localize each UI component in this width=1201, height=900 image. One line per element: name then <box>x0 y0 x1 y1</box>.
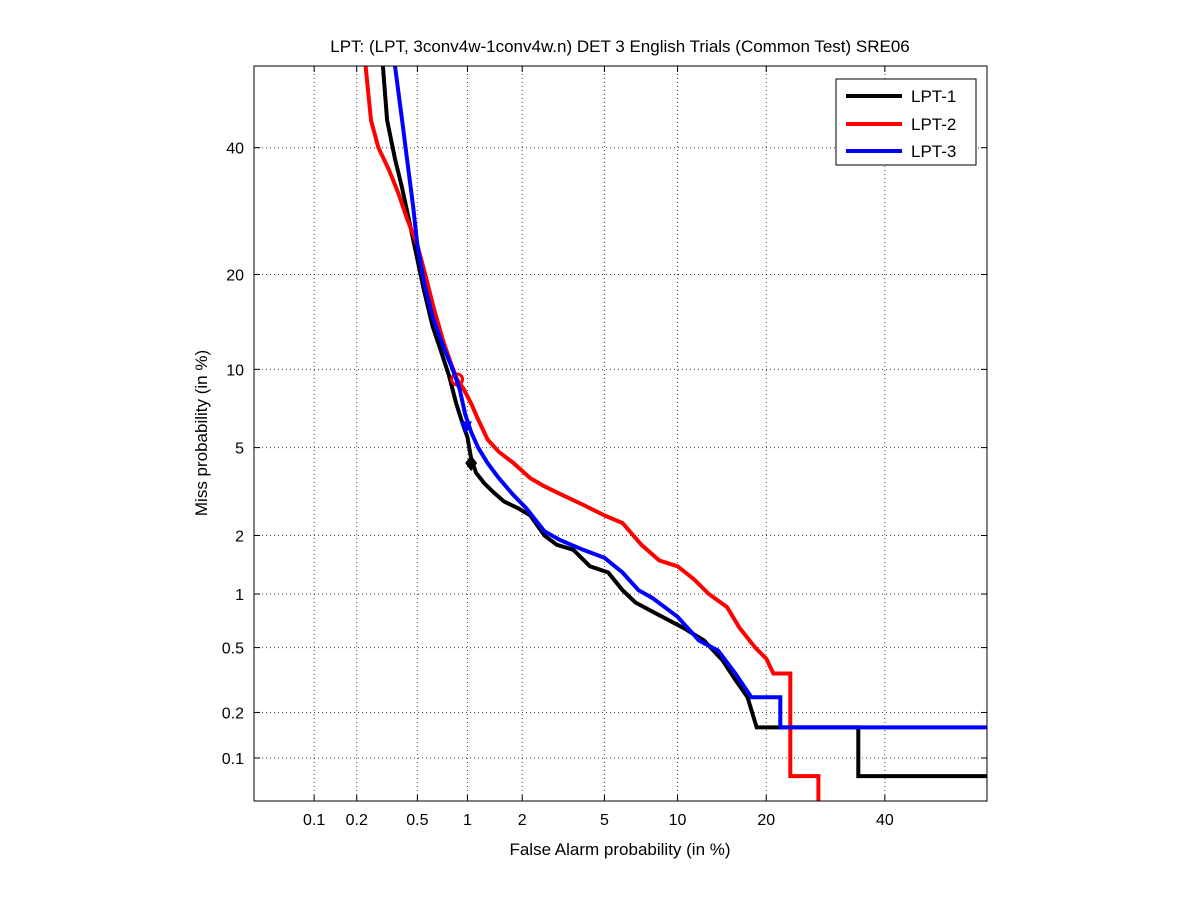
y-tick-label: 0.5 <box>222 641 244 658</box>
series-group <box>363 66 987 801</box>
x-tick-label: 40 <box>876 812 894 829</box>
y-tick-label: 0.2 <box>222 705 244 722</box>
min-dcf-marker-lpt-1 <box>465 455 478 472</box>
y-tick-label: 0.1 <box>222 751 244 768</box>
x-tick-label: 2 <box>518 812 527 829</box>
x-axis-title: False Alarm probability (in %) <box>509 840 730 859</box>
legend: LPT-1 LPT-2 LPT-3 <box>835 78 977 166</box>
y-tick-label: 2 <box>235 529 244 546</box>
y-tick-label: 10 <box>226 362 244 379</box>
grid-lines <box>254 66 987 801</box>
legend-label-lpt-2: LPT-2 <box>911 115 956 134</box>
y-axis-title: Miss probability (in %) <box>192 350 211 516</box>
x-tick-label: 5 <box>600 812 609 829</box>
x-tick-label: 20 <box>757 812 775 829</box>
y-tick-label: 20 <box>226 268 244 285</box>
y-tick-label: 5 <box>235 441 244 458</box>
legend-label-lpt-3: LPT-3 <box>911 142 956 161</box>
plot-frame <box>253 65 988 802</box>
x-tick-label: 1 <box>463 812 472 829</box>
x-tick-label: 0.5 <box>406 812 428 829</box>
x-tick-label: 0.1 <box>303 812 325 829</box>
x-tick-label: 0.2 <box>346 812 368 829</box>
y-tick-label: 1 <box>235 587 244 604</box>
y-tick-label: 40 <box>226 141 244 158</box>
axis-ticks: 0.1 0.2 0.5 1 2 5 10 20 40 0.1 0.2 0.5 1 2 5 10 20 40 <box>222 66 987 829</box>
legend-label-lpt-1: LPT-1 <box>911 87 956 106</box>
series-line-lpt-3 <box>393 66 987 730</box>
chart-title: LPT: (LPT, 3conv4w-1conv4w.n) DET 3 Engl… <box>330 37 910 56</box>
min-dcf-marker-lpt-3 <box>459 421 472 435</box>
x-tick-label: 10 <box>669 812 687 829</box>
data-series <box>363 66 987 801</box>
